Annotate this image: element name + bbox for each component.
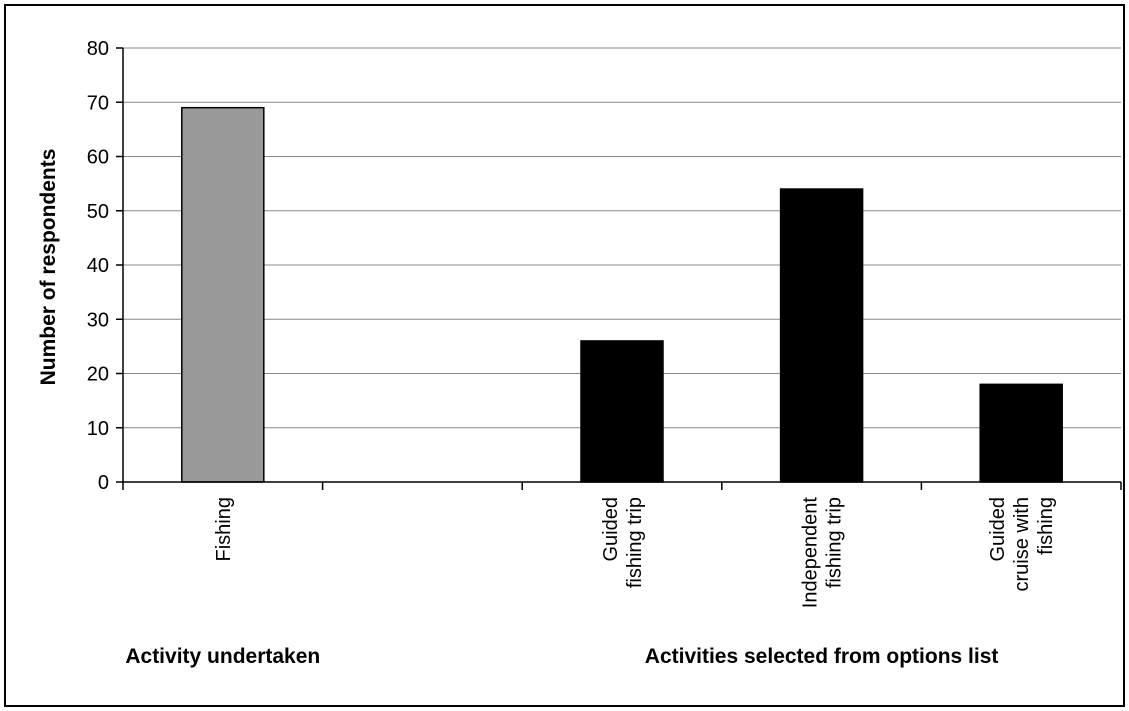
x-category-label: fishing trip	[624, 497, 646, 588]
y-tick-label: 40	[87, 255, 109, 277]
group-label: Activities selected from options list	[645, 645, 999, 668]
bar	[779, 188, 864, 483]
x-category-label: fishing trip	[824, 497, 846, 588]
y-tick-label: 20	[87, 364, 109, 386]
category-labels: Fishing Guided fishing trip Independent fish…	[213, 497, 1057, 609]
bar	[181, 106, 265, 483]
x-category-label: cruise with	[1011, 497, 1033, 591]
x-category-label: Independent	[800, 497, 822, 609]
y-tick-label: 10	[87, 418, 109, 440]
bar	[580, 340, 664, 483]
y-tick-label: 30	[87, 309, 109, 331]
bar	[979, 383, 1063, 483]
x-category-label: fishing	[1035, 497, 1057, 555]
group-label: Activity undertaken	[125, 645, 320, 668]
x-category-label: Fishing	[213, 497, 235, 561]
y-tick-label: 50	[87, 201, 109, 223]
group-labels: Activity undertaken Activities selected f…	[125, 645, 998, 668]
x-category-label: Guided	[987, 497, 1009, 562]
y-tick-label: 60	[87, 147, 109, 169]
y-tick-labels: 0 10 20 30 40 50 60 70 80	[87, 38, 109, 494]
y-axis-title: Number of respondents	[37, 149, 60, 386]
axes	[116, 47, 1122, 490]
y-tick-label: 0	[98, 472, 109, 494]
bars	[181, 106, 1063, 483]
y-tick-label: 70	[87, 92, 109, 114]
y-tick-label: 80	[87, 38, 109, 60]
grid-lines	[123, 47, 1121, 429]
x-category-label: Guided	[600, 497, 622, 562]
